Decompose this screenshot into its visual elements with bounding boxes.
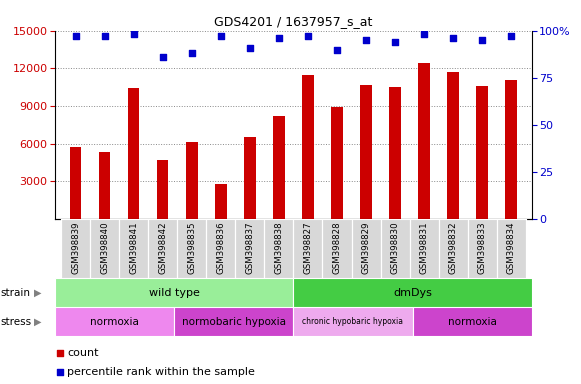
FancyBboxPatch shape <box>497 219 526 278</box>
Text: GSM398835: GSM398835 <box>187 222 196 275</box>
Point <box>245 45 254 51</box>
Point <box>390 39 400 45</box>
Bar <box>99 152 110 219</box>
Bar <box>215 184 227 219</box>
FancyBboxPatch shape <box>293 219 322 278</box>
Point <box>332 46 342 53</box>
Point <box>332 98 342 104</box>
Text: normobaric hypoxia: normobaric hypoxia <box>182 316 286 327</box>
Point <box>419 31 429 38</box>
FancyBboxPatch shape <box>439 219 468 278</box>
Text: count: count <box>67 348 99 358</box>
Text: normoxia: normoxia <box>447 316 497 327</box>
FancyBboxPatch shape <box>352 219 381 278</box>
FancyBboxPatch shape <box>468 219 497 278</box>
Bar <box>157 160 168 219</box>
Point <box>274 35 284 41</box>
FancyBboxPatch shape <box>381 219 410 278</box>
Point <box>332 273 342 279</box>
Text: wild type: wild type <box>149 288 200 298</box>
FancyBboxPatch shape <box>119 219 148 278</box>
FancyBboxPatch shape <box>55 307 174 336</box>
Bar <box>389 87 401 219</box>
FancyBboxPatch shape <box>90 219 119 278</box>
Point <box>507 33 516 40</box>
Bar <box>447 72 459 219</box>
Bar <box>476 86 488 219</box>
Point <box>361 37 371 43</box>
Text: percentile rank within the sample: percentile rank within the sample <box>67 367 255 377</box>
Bar <box>244 137 256 219</box>
Title: GDS4201 / 1637957_s_at: GDS4201 / 1637957_s_at <box>214 15 372 28</box>
Bar <box>273 116 285 219</box>
Text: GSM398830: GSM398830 <box>390 222 400 275</box>
Text: ▶: ▶ <box>34 288 41 298</box>
Bar <box>128 88 139 219</box>
FancyBboxPatch shape <box>293 278 532 307</box>
Bar <box>360 84 372 219</box>
FancyBboxPatch shape <box>206 219 235 278</box>
Point <box>158 54 167 60</box>
Text: GSM398831: GSM398831 <box>419 222 429 275</box>
Bar <box>418 63 430 219</box>
Text: stress: stress <box>1 316 32 327</box>
FancyBboxPatch shape <box>177 219 206 278</box>
Point <box>129 31 138 38</box>
FancyBboxPatch shape <box>264 219 293 278</box>
FancyBboxPatch shape <box>174 307 293 336</box>
FancyBboxPatch shape <box>55 278 293 307</box>
Text: ▶: ▶ <box>34 316 41 327</box>
Text: GSM398837: GSM398837 <box>245 222 254 275</box>
FancyBboxPatch shape <box>410 219 439 278</box>
Bar <box>505 79 517 219</box>
FancyBboxPatch shape <box>322 219 352 278</box>
FancyBboxPatch shape <box>293 307 413 336</box>
Text: GSM398828: GSM398828 <box>332 222 342 275</box>
Text: GSM398842: GSM398842 <box>158 222 167 275</box>
Point <box>478 37 487 43</box>
Text: GSM398841: GSM398841 <box>129 222 138 275</box>
FancyBboxPatch shape <box>61 219 90 278</box>
Point <box>449 35 458 41</box>
Point <box>216 33 225 40</box>
FancyBboxPatch shape <box>413 307 532 336</box>
Text: GSM398832: GSM398832 <box>449 222 458 275</box>
Bar <box>302 74 314 219</box>
Point <box>100 33 109 40</box>
Bar <box>70 147 81 219</box>
Text: chronic hypobaric hypoxia: chronic hypobaric hypoxia <box>303 317 403 326</box>
Text: strain: strain <box>1 288 31 298</box>
Point <box>71 33 80 40</box>
Point <box>303 33 313 40</box>
Text: GSM398834: GSM398834 <box>507 222 516 275</box>
Text: GSM398836: GSM398836 <box>216 222 225 275</box>
Bar <box>186 142 198 219</box>
Text: normoxia: normoxia <box>90 316 139 327</box>
Text: GSM398827: GSM398827 <box>303 222 313 275</box>
Text: GSM398833: GSM398833 <box>478 222 487 275</box>
Bar <box>331 107 343 219</box>
Text: dmDys: dmDys <box>393 288 432 298</box>
Text: GSM398840: GSM398840 <box>100 222 109 275</box>
Point <box>187 50 196 56</box>
FancyBboxPatch shape <box>235 219 264 278</box>
Text: GSM398829: GSM398829 <box>361 222 371 274</box>
Text: GSM398838: GSM398838 <box>274 222 284 275</box>
Text: GSM398839: GSM398839 <box>71 222 80 274</box>
FancyBboxPatch shape <box>148 219 177 278</box>
